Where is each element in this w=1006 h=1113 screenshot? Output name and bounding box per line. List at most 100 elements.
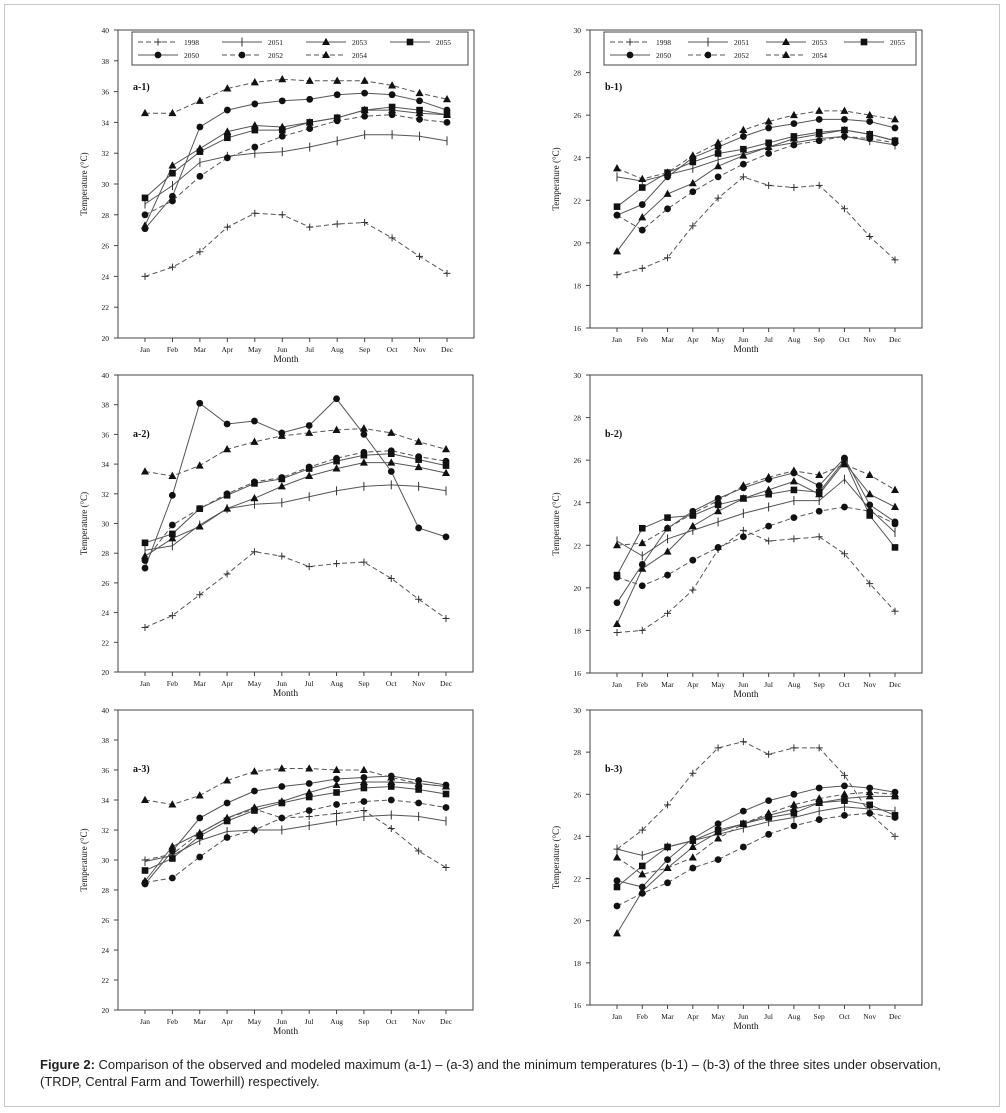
data-point (196, 853, 204, 861)
data-point (387, 458, 396, 466)
x-tick-label: Sep (814, 1012, 826, 1021)
data-point (251, 126, 259, 134)
series-line (144, 109, 448, 226)
data-point (689, 586, 697, 594)
data-point (638, 538, 647, 547)
data-point (714, 194, 722, 202)
data-point (305, 793, 313, 801)
data-point (815, 816, 823, 823)
legend-swatch-marker (626, 38, 634, 46)
data-point (414, 462, 423, 471)
data-point (790, 744, 798, 752)
figure-charts: 20 22 24 26 28 30 32 34 36 38 40 Jan Feb Mar Apr May Jun… (79, 26, 923, 1037)
data-point (251, 417, 258, 425)
panel-label: a-3) (133, 764, 150, 775)
data-point (714, 496, 723, 504)
data-point (416, 97, 423, 105)
data-point (223, 834, 231, 841)
series-line (616, 506, 896, 587)
data-point (866, 118, 874, 125)
legend-swatch-marker (782, 50, 790, 58)
data-point (305, 422, 313, 429)
x-tick-label: Jun (277, 1017, 288, 1026)
legend-swatch-marker (704, 51, 712, 59)
x-tick-label: Dec (889, 335, 902, 344)
x-tick-label: Apr (221, 1017, 233, 1026)
data-point (168, 521, 176, 529)
legend-label: 1998 (656, 38, 671, 47)
data-point (714, 161, 723, 170)
series-line (144, 92, 448, 230)
series-line (144, 462, 447, 557)
y-tick-label: 20 (574, 584, 582, 593)
data-point (866, 801, 874, 809)
legend-label: 2052 (268, 51, 283, 60)
data-point (815, 488, 823, 496)
data-point (387, 773, 396, 781)
data-point (332, 765, 341, 773)
series-line (616, 806, 896, 856)
figure-caption: Figure 2: Comparison of the observed and… (40, 1056, 970, 1090)
x-tick-label: Nov (412, 679, 425, 688)
data-point (739, 738, 747, 746)
x-tick-label: Aug (787, 335, 800, 344)
data-point (613, 247, 621, 255)
chart-panel: 20 22 24 26 28 30 32 34 36 38 40 Jan Feb Mar Apr May Jun… (79, 26, 475, 365)
x-tick-label: Mar (193, 1017, 206, 1026)
data-point (865, 489, 874, 498)
data-point (841, 126, 848, 134)
data-point (387, 468, 395, 475)
data-point (689, 864, 697, 872)
data-point (789, 800, 798, 808)
data-point (638, 870, 647, 878)
data-point (333, 789, 340, 796)
series-line (616, 529, 896, 634)
data-point (141, 564, 149, 572)
y-tick-label: 32 (102, 826, 110, 835)
data-point (765, 830, 773, 838)
series-line (616, 800, 896, 888)
series-line (144, 106, 448, 199)
y-tick-label: 18 (574, 959, 582, 968)
series-line (144, 114, 448, 216)
data-point (714, 544, 722, 551)
data-point (664, 856, 671, 864)
y-tick-label: 38 (102, 736, 110, 745)
data-point (333, 117, 341, 125)
data-point (714, 834, 723, 842)
x-tick-label: Nov (413, 345, 426, 354)
data-point (415, 799, 423, 807)
data-point (663, 547, 672, 555)
y-tick-label: 16 (574, 324, 582, 333)
data-point (638, 826, 646, 834)
data-point (815, 507, 823, 515)
data-point (278, 799, 286, 807)
y-tick-label: 34 (102, 796, 110, 805)
y-tick-label: 40 (102, 706, 110, 715)
data-point (387, 783, 395, 790)
data-point (764, 472, 773, 481)
data-point (790, 120, 798, 128)
data-point (168, 108, 177, 117)
data-point (388, 103, 396, 111)
data-point (765, 750, 773, 758)
chart-panel: 20 22 24 26 28 30 32 34 36 38 40 Jan Feb Mar Apr May Jun… (79, 371, 474, 699)
data-point (278, 552, 286, 560)
data-point (388, 81, 397, 89)
data-point (688, 521, 697, 530)
data-point (765, 537, 773, 545)
data-point (196, 832, 204, 840)
y-tick-label: 26 (102, 579, 110, 588)
data-point (664, 205, 671, 213)
data-point (443, 95, 451, 103)
data-point (664, 254, 672, 262)
legend-box (131, 31, 469, 66)
data-point (688, 178, 697, 187)
data-point (195, 522, 204, 530)
series-line (144, 808, 447, 868)
data-point (443, 106, 451, 114)
x-tick-label: Mar (661, 680, 674, 689)
data-point (613, 211, 621, 219)
y-tick-label: 22 (574, 196, 582, 205)
data-point (278, 74, 287, 83)
